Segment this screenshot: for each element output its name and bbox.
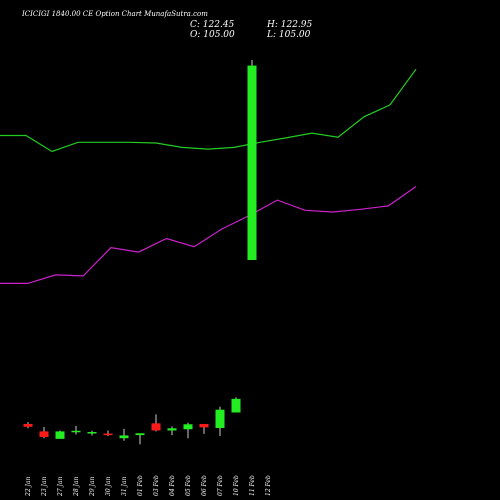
candle xyxy=(55,430,65,439)
candle xyxy=(119,428,129,441)
candle xyxy=(215,406,225,437)
upper-line xyxy=(0,68,417,153)
candles xyxy=(23,60,257,445)
candle xyxy=(183,422,193,439)
open-value: O: 105.00 xyxy=(190,30,235,40)
candle xyxy=(103,430,113,437)
x-tick-label: 04 Feb xyxy=(169,475,176,496)
x-tick-label: 06 Feb xyxy=(201,475,208,496)
candle xyxy=(231,397,241,413)
x-axis-ticks: 22 Jan 23 Jan 27 Jan 28 Jan 29 Jan 30 Jan 31 J… xyxy=(25,475,272,497)
x-tick-label: 01 Feb xyxy=(137,475,144,496)
candle xyxy=(71,425,81,435)
x-tick-label: 27 Jan xyxy=(57,476,64,497)
chart-title: ICICIGI 1840.00 CE Option Chart MunafaSu… xyxy=(21,10,208,18)
low-value: L: 105.00 xyxy=(266,30,311,40)
x-tick-label: 05 Feb xyxy=(185,475,192,496)
candle-body xyxy=(87,432,97,434)
candle xyxy=(199,423,209,434)
x-tick-label: 07 Feb xyxy=(217,475,224,496)
candle-body xyxy=(183,424,193,430)
x-tick-label: 11 Feb xyxy=(249,475,256,496)
candle-body xyxy=(199,423,209,428)
candle-body xyxy=(23,423,33,427)
x-tick-label: 29 Jan xyxy=(89,476,96,497)
high-value: H: 122.95 xyxy=(266,20,313,30)
indicator-lines xyxy=(0,68,417,284)
candle-body xyxy=(231,398,241,413)
x-tick-label: 23 Jan xyxy=(41,476,48,497)
x-tick-label: 31 Jan xyxy=(121,476,128,496)
candle-body xyxy=(151,423,161,431)
candle-body xyxy=(135,433,145,436)
candle-body xyxy=(167,428,177,431)
candle-body xyxy=(39,431,49,437)
x-tick-label: 30 Jan xyxy=(105,476,112,496)
candle xyxy=(247,60,257,260)
candle-body xyxy=(71,430,81,433)
x-tick-label: 12 Feb xyxy=(265,475,272,496)
candle xyxy=(135,433,145,445)
candle-body xyxy=(215,409,225,428)
candle-body xyxy=(247,65,257,260)
close-value: C: 122.45 xyxy=(190,20,235,30)
x-tick-label: 03 Feb xyxy=(153,475,160,496)
candle xyxy=(151,414,161,432)
candle xyxy=(23,422,33,429)
lower-line xyxy=(0,186,417,284)
candle-body xyxy=(103,433,113,436)
candle xyxy=(39,427,49,439)
candle-body xyxy=(55,431,65,439)
x-tick-label: 22 Jan xyxy=(25,476,32,497)
x-tick-label: 10 Feb xyxy=(233,475,240,496)
x-tick-label: 28 Jan xyxy=(73,476,80,497)
candle-body xyxy=(119,435,129,439)
candle xyxy=(167,426,177,436)
candle xyxy=(87,430,97,436)
